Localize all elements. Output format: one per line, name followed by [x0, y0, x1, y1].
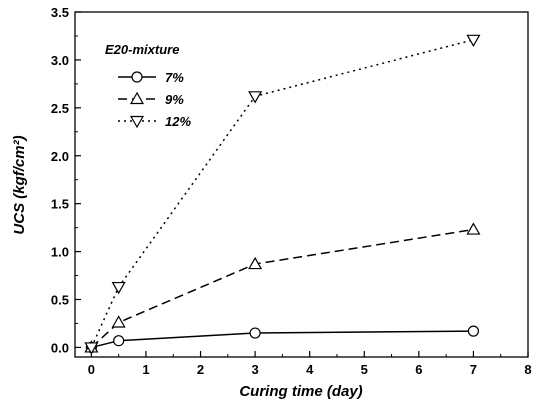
- y-tick-label: 1.5: [51, 197, 69, 212]
- x-tick-label: 4: [306, 362, 314, 377]
- legend-item: 9%: [118, 91, 184, 107]
- x-tick-label: 3: [251, 362, 258, 377]
- x-axis-title: Curing time (day): [239, 383, 362, 400]
- x-tick-label: 7: [470, 362, 477, 377]
- y-tick-label: 3.5: [51, 5, 69, 20]
- x-tick-label: 1: [142, 362, 149, 377]
- x-tick-label: 2: [197, 362, 204, 377]
- data-point-marker: [466, 34, 481, 48]
- legend-label: 7%: [165, 70, 184, 85]
- data-point-marker: [249, 327, 261, 339]
- legend-item: 12%: [118, 114, 191, 129]
- series-7pct: [85, 325, 480, 354]
- legend-marker: [129, 91, 145, 105]
- y-tick-label: 2.0: [51, 149, 69, 164]
- legend-marker: [129, 115, 145, 129]
- legend-label: 9%: [165, 92, 184, 107]
- y-axis-title: UCS (kgf/cm²): [11, 135, 28, 234]
- legend-item: 7%: [118, 70, 184, 85]
- series-line: [91, 330, 474, 349]
- series-line: [90, 39, 474, 348]
- x-tick-label: 6: [415, 362, 422, 377]
- series-group: [84, 34, 481, 355]
- y-tick-label: 2.5: [51, 101, 69, 116]
- axis-ticks: 0 1 2 3 4 5 6 7 8 0.0 0.5 1.0 1.5 2.0 2.5 3.0 3.5: [51, 5, 532, 377]
- data-point-marker: [111, 315, 126, 328]
- data-point-marker: [111, 281, 126, 295]
- data-point-marker: [467, 325, 480, 337]
- data-point-marker: [113, 335, 125, 347]
- data-point-marker: [248, 256, 263, 270]
- plot-frame: [74, 11, 529, 358]
- data-point-marker: [466, 222, 481, 235]
- data-point-marker: [84, 342, 99, 355]
- y-tick-label: 0.0: [51, 340, 69, 355]
- y-tick-label: 1.0: [51, 245, 69, 260]
- y-tick-label: 0.5: [51, 293, 69, 308]
- x-tick-label: 5: [361, 362, 368, 377]
- legend-label: 12%: [165, 114, 191, 129]
- data-point-marker: [248, 91, 263, 104]
- legend-marker: [131, 71, 143, 83]
- legend: E20-mixture 7% 9% 12%: [105, 42, 191, 129]
- legend-title: E20-mixture: [105, 42, 179, 57]
- x-tick-label: 0: [88, 362, 95, 377]
- y-tick-label: 3.0: [51, 53, 69, 68]
- x-tick-label: 8: [524, 362, 531, 377]
- series-12pct: [84, 34, 481, 355]
- series-line: [90, 228, 474, 348]
